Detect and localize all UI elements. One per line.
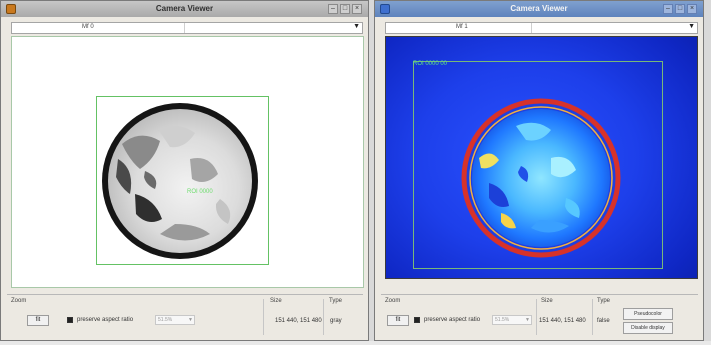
size-group-label: Size — [541, 298, 553, 304]
dropdown-divider — [531, 23, 532, 33]
zoom-group-label: Zoom — [11, 298, 27, 304]
roi-rectangle[interactable] — [413, 61, 663, 269]
preserve-aspect-label: preserve aspect ratio — [424, 317, 481, 323]
minimize-icon[interactable]: – — [663, 4, 673, 14]
close-icon[interactable]: × — [352, 4, 362, 14]
window-title: Camera Viewer — [155, 4, 214, 13]
divider — [263, 299, 264, 335]
minimize-icon[interactable]: – — [328, 4, 338, 14]
viewer-controls: Zoom fit preserve aspect ratio 51.5% ▼ Si… — [7, 294, 363, 339]
image-selector-dropdown[interactable]: Mf 0 ▼ — [11, 22, 363, 34]
preserve-aspect-checkbox[interactable] — [67, 317, 73, 323]
divider — [536, 299, 537, 335]
zoom-level-combo[interactable]: 51.5% ▼ — [492, 315, 532, 325]
camera-viewer-window-left: Camera Viewer – □ × Mf 0 ▼ — [0, 0, 369, 341]
image-selector-value: Mf 0 — [82, 24, 94, 30]
chevron-down-icon: ▼ — [188, 317, 193, 323]
disable-display-button[interactable]: Disable display — [623, 322, 673, 334]
roi-rectangle[interactable] — [96, 96, 269, 265]
size-value: 151 440, 151 480 — [275, 318, 322, 324]
image-view-pseudocolor[interactable]: ROI 0000 00 — [385, 36, 698, 279]
size-value: 151 440, 151 480 — [539, 318, 586, 324]
preserve-aspect-checkbox[interactable] — [414, 317, 420, 323]
zoom-level-combo[interactable]: 51.5% ▼ — [155, 315, 195, 325]
title-bar[interactable]: Camera Viewer – □ × — [375, 1, 703, 17]
zoom-group-label: Zoom — [385, 298, 401, 304]
size-group-label: Size — [270, 298, 282, 304]
roi-label: ROI 0000 00 — [413, 61, 448, 67]
fit-button[interactable]: fit — [27, 315, 49, 326]
maximize-icon[interactable]: □ — [340, 4, 350, 14]
chevron-down-icon: ▼ — [525, 317, 530, 323]
viewer-controls: Zoom fit preserve aspect ratio 51.5% ▼ Si… — [381, 294, 698, 339]
chevron-down-icon[interactable]: ▼ — [353, 23, 360, 30]
camera-app-icon[interactable] — [380, 4, 390, 14]
camera-viewer-window-right: Camera Viewer – □ × Mf 1 ▼ — [374, 0, 704, 341]
preserve-aspect-label: preserve aspect ratio — [77, 317, 134, 323]
close-icon[interactable]: × — [687, 4, 697, 14]
dropdown-divider — [184, 23, 185, 33]
type-value: false — [597, 318, 610, 324]
desktop-background — [0, 341, 711, 345]
fit-button[interactable]: fit — [387, 315, 409, 326]
image-selector-dropdown[interactable]: Mf 1 ▼ — [385, 22, 698, 34]
title-bar[interactable]: Camera Viewer – □ × — [1, 1, 368, 17]
type-value: gray — [330, 318, 342, 324]
maximize-icon[interactable]: □ — [675, 4, 685, 14]
type-group-label: Type — [597, 298, 611, 304]
camera-app-icon[interactable] — [6, 4, 16, 14]
chevron-down-icon[interactable]: ▼ — [688, 23, 695, 30]
specimen-image-grayscale — [102, 103, 258, 259]
zoom-level-value: 51.5% — [495, 317, 510, 323]
divider — [592, 299, 593, 335]
pseudocolor-button[interactable]: Pseudocolor — [623, 308, 673, 320]
zoom-level-value: 51.5% — [158, 317, 173, 323]
divider — [323, 299, 324, 335]
type-group-label: Type — [329, 298, 343, 304]
image-view-grayscale[interactable]: ROI 0000 — [11, 36, 364, 288]
roi-label: ROI 0000 — [187, 189, 213, 195]
image-selector-value: Mf 1 — [456, 24, 468, 30]
window-title: Camera Viewer — [510, 4, 568, 13]
specimen-image-pseudocolor — [461, 98, 621, 258]
